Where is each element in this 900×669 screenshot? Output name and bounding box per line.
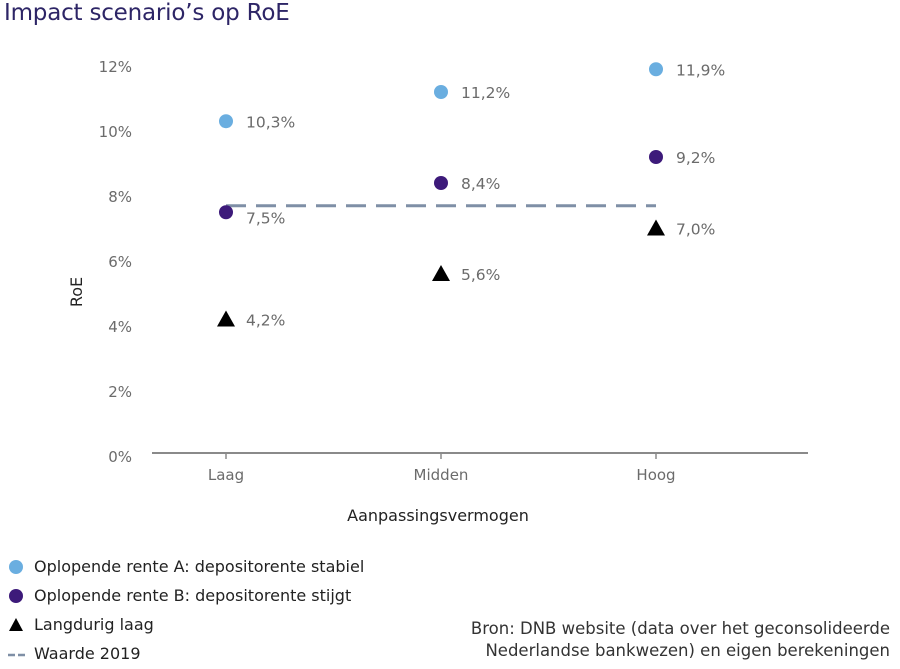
- x-tick-label: Hoog: [636, 466, 675, 484]
- legend: Oplopende rente A: depositorente stabiel…: [8, 552, 364, 668]
- x-axis-label: Aanpassingsvermogen: [347, 506, 529, 525]
- chart-plot: 0% 2% 4% 6% 8% 10% 12% Laag Midden Hoog 10,3% 11,…: [67, 58, 808, 525]
- y-axis-ticks: 0% 2% 4% 6% 8% 10% 12%: [99, 58, 132, 466]
- triangle-black-icon: [9, 617, 23, 631]
- y-axis-label: RoE: [67, 277, 86, 307]
- legend-item-series-a: Oplopende rente A: depositorente stabiel: [8, 552, 364, 581]
- data-marks: 10,3% 11,2% 11,9% 7,5% 8,4% 9,2% 4,2% 5,6% 7,0%: [217, 61, 725, 330]
- data-point-triangle: [647, 219, 665, 236]
- data-label: 7,0%: [676, 221, 715, 239]
- x-tick-label: Midden: [414, 466, 469, 484]
- y-tick-label: 2%: [108, 383, 132, 401]
- data-label: 10,3%: [246, 113, 295, 131]
- x-axis-ticks: Laag Midden Hoog: [208, 453, 676, 484]
- y-tick-label: 6%: [108, 253, 132, 271]
- data-point-triangle: [432, 265, 450, 281]
- data-point: [219, 114, 233, 129]
- data-label: 9,2%: [676, 149, 715, 167]
- legend-label: Langdurig laag: [34, 615, 154, 634]
- data-label: 4,2%: [246, 312, 285, 330]
- source-line-1: Bron: DNB website (data over het geconso…: [470, 619, 890, 638]
- legend-item-waarde-2019: Waarde 2019: [8, 639, 364, 668]
- data-point: [219, 205, 233, 220]
- source-note: Bron: DNB website (data over het geconso…: [471, 618, 890, 662]
- y-tick-label: 0%: [108, 448, 132, 466]
- data-point-triangle: [217, 310, 235, 327]
- data-label: 11,2%: [461, 84, 510, 102]
- data-point: [649, 62, 663, 77]
- legend-item-langdurig-laag: Langdurig laag: [8, 610, 364, 639]
- legend-item-series-b: Oplopende rente B: depositorente stijgt: [8, 581, 364, 610]
- chart-title: Impact scenario’s op RoE: [4, 0, 290, 26]
- legend-label: Oplopende rente B: depositorente stijgt: [34, 586, 352, 605]
- data-point: [434, 176, 448, 190]
- y-tick-label: 4%: [108, 318, 132, 336]
- legend-label: Waarde 2019: [34, 644, 141, 663]
- data-label: 8,4%: [461, 175, 500, 193]
- y-tick-label: 10%: [99, 123, 132, 141]
- circle-light-blue-icon: [9, 559, 23, 574]
- data-label: 7,5%: [246, 209, 285, 227]
- circle-dark-purple-icon: [9, 588, 23, 603]
- data-point: [434, 85, 448, 99]
- x-tick-label: Laag: [208, 466, 244, 484]
- legend-label: Oplopende rente A: depositorente stabiel: [34, 557, 365, 576]
- y-tick-label: 8%: [108, 188, 132, 206]
- data-label: 11,9%: [676, 61, 725, 79]
- source-line-2: Nederlandse bankwezen) en eigen berekeni…: [485, 641, 890, 660]
- dashed-line-icon: [8, 653, 26, 656]
- y-tick-label: 12%: [99, 58, 132, 76]
- data-label: 5,6%: [461, 266, 500, 284]
- data-point: [649, 150, 663, 164]
